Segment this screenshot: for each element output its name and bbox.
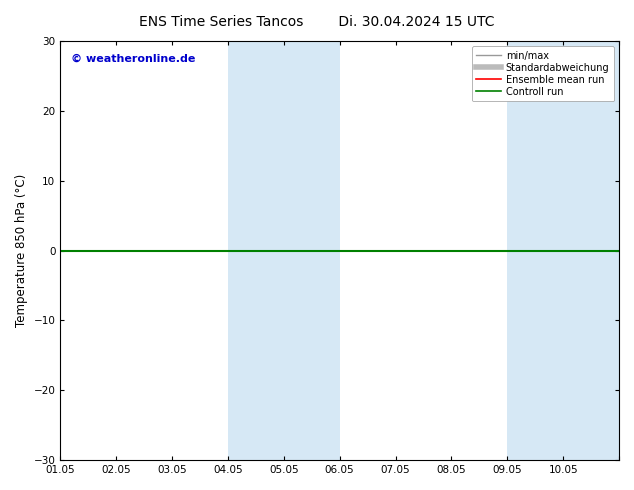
Y-axis label: Temperature 850 hPa (°C): Temperature 850 hPa (°C) (15, 174, 28, 327)
Text: © weatheronline.de: © weatheronline.de (72, 53, 196, 64)
Legend: min/max, Standardabweichung, Ensemble mean run, Controll run: min/max, Standardabweichung, Ensemble me… (472, 46, 614, 101)
Bar (228, 41, 340, 460)
Bar (507, 41, 619, 460)
Text: ENS Time Series Tancos        Di. 30.04.2024 15 UTC: ENS Time Series Tancos Di. 30.04.2024 15… (139, 15, 495, 29)
